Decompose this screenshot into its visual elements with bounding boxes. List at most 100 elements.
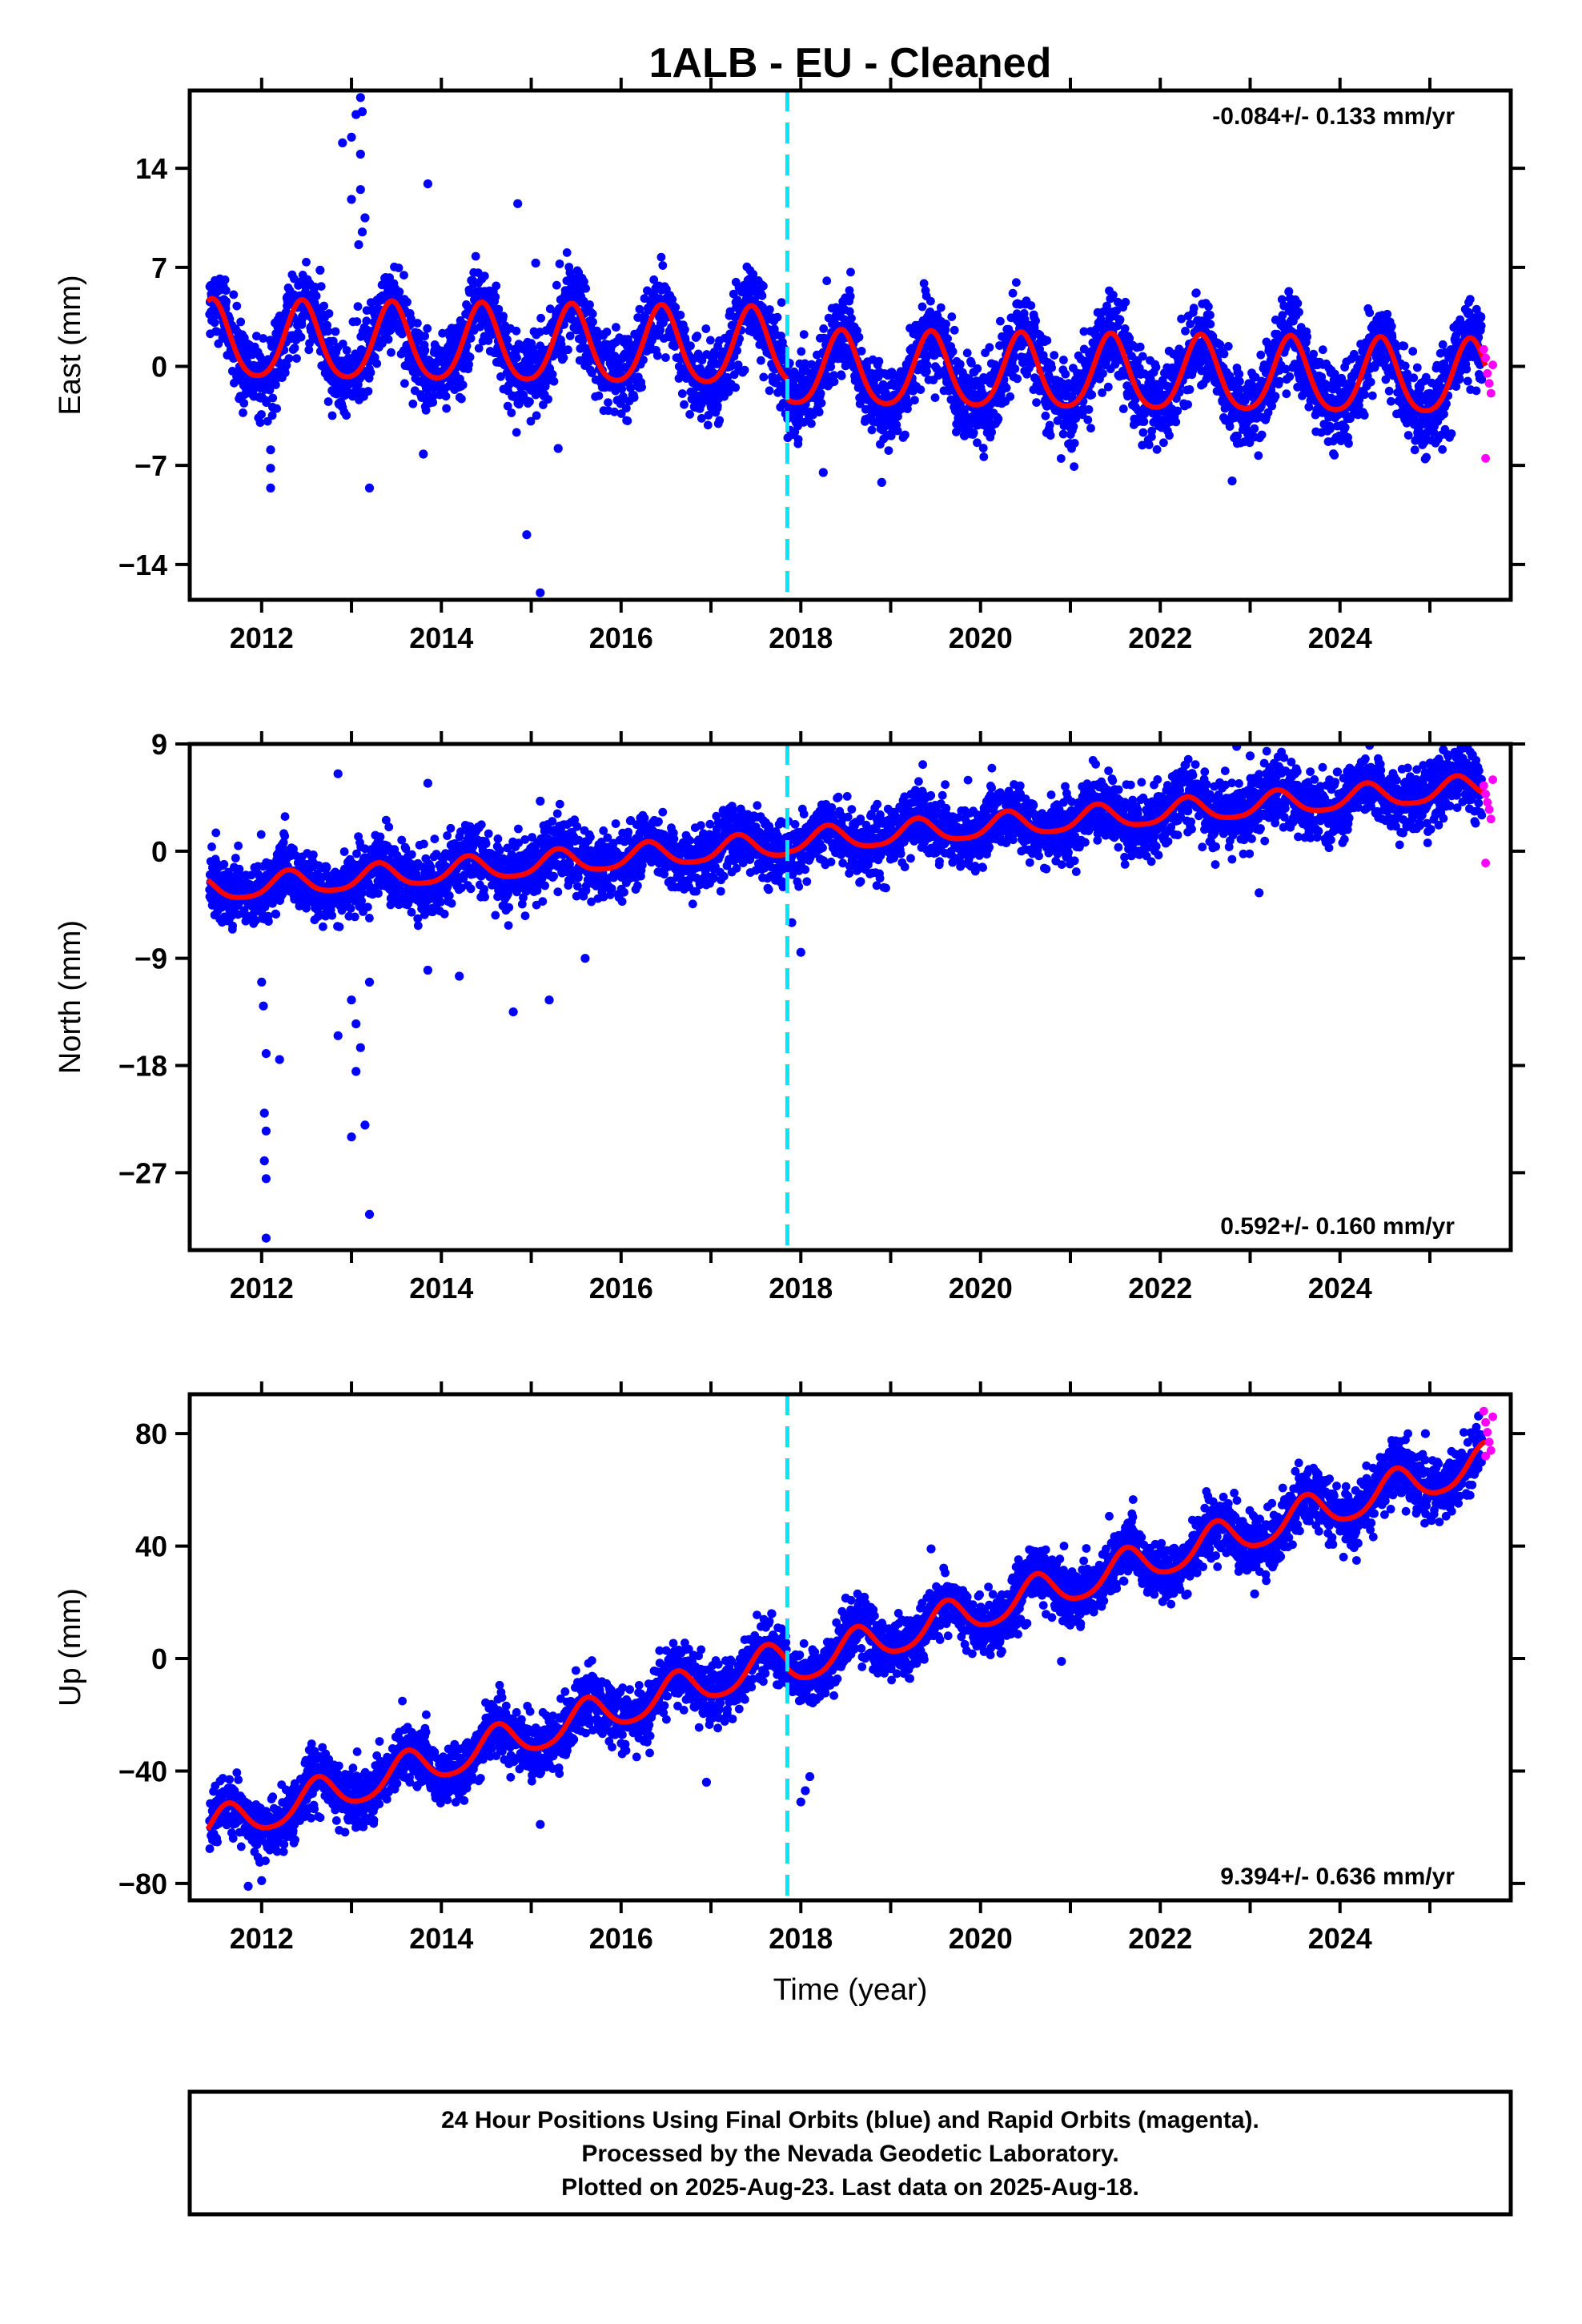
data-point bbox=[919, 279, 929, 288]
data-point bbox=[552, 280, 561, 290]
data-point bbox=[1359, 411, 1369, 420]
data-point bbox=[1045, 420, 1054, 430]
data-point bbox=[210, 318, 219, 328]
outlier-point bbox=[419, 449, 428, 459]
data-point bbox=[1056, 454, 1066, 463]
data-point bbox=[612, 323, 620, 332]
data-point bbox=[847, 314, 856, 323]
data-point bbox=[680, 400, 689, 409]
data-point bbox=[916, 385, 926, 394]
data-point bbox=[749, 270, 758, 279]
data-point bbox=[1002, 384, 1011, 392]
data-point bbox=[338, 340, 347, 348]
east-velocity-label: -0.084+/- 0.133 mm/yr bbox=[1212, 103, 1455, 130]
data-point bbox=[789, 381, 798, 390]
data-point bbox=[676, 311, 685, 320]
data-point bbox=[979, 452, 989, 461]
data-point bbox=[1138, 352, 1147, 361]
data-point bbox=[943, 334, 952, 344]
data-point bbox=[703, 420, 713, 430]
data-point bbox=[1410, 445, 1419, 455]
data-point bbox=[421, 405, 431, 415]
data-point bbox=[701, 324, 711, 333]
data-point bbox=[413, 319, 422, 328]
data-point bbox=[407, 314, 416, 324]
data-point bbox=[759, 372, 769, 382]
data-point bbox=[1069, 422, 1078, 431]
data-point bbox=[565, 332, 575, 340]
data-point bbox=[829, 377, 839, 386]
data-point bbox=[1271, 392, 1280, 401]
data-point bbox=[229, 290, 239, 300]
data-point bbox=[1412, 363, 1422, 372]
data-point bbox=[252, 332, 261, 341]
data-point bbox=[715, 416, 725, 425]
y-tick-label: 0 bbox=[151, 351, 167, 384]
data-point bbox=[740, 365, 749, 375]
data-point bbox=[476, 322, 485, 332]
data-point bbox=[458, 380, 468, 390]
data-point bbox=[685, 410, 694, 419]
data-point bbox=[280, 812, 290, 821]
data-point bbox=[837, 371, 846, 380]
data-point bbox=[466, 334, 476, 343]
data-point bbox=[1109, 291, 1118, 300]
data-point bbox=[867, 425, 877, 435]
data-point bbox=[587, 368, 596, 377]
y-tick-label: −14 bbox=[118, 549, 167, 581]
data-point bbox=[408, 399, 418, 408]
data-point bbox=[219, 859, 229, 869]
data-point bbox=[816, 388, 825, 398]
data-point bbox=[846, 267, 855, 277]
outlier-point bbox=[818, 468, 828, 477]
north-final-orbit-points bbox=[205, 744, 1487, 1243]
data-point bbox=[1171, 417, 1181, 427]
data-point bbox=[733, 346, 741, 356]
rapid-orbit-point bbox=[1481, 453, 1490, 463]
data-point bbox=[639, 356, 648, 364]
data-point bbox=[1165, 431, 1174, 440]
data-point bbox=[284, 354, 294, 363]
data-point bbox=[328, 336, 338, 346]
outlier-point bbox=[355, 149, 365, 159]
data-point bbox=[652, 351, 662, 360]
data-point bbox=[525, 397, 534, 406]
data-point bbox=[1098, 369, 1107, 378]
data-point bbox=[304, 345, 314, 355]
data-point bbox=[1463, 376, 1472, 386]
data-point bbox=[383, 335, 393, 344]
outlier-point bbox=[355, 93, 365, 103]
data-point bbox=[465, 352, 475, 362]
data-point bbox=[348, 392, 357, 401]
data-point bbox=[282, 360, 291, 370]
data-point bbox=[1340, 423, 1350, 432]
data-point bbox=[1006, 392, 1015, 401]
data-point bbox=[1318, 345, 1327, 355]
data-point bbox=[681, 325, 689, 334]
data-point bbox=[1282, 389, 1291, 399]
data-point bbox=[633, 313, 643, 322]
data-point bbox=[499, 312, 508, 321]
outlier-point bbox=[877, 477, 886, 488]
data-point bbox=[473, 268, 483, 277]
data-point bbox=[555, 259, 564, 268]
outlier-point bbox=[347, 195, 356, 204]
data-point bbox=[420, 332, 429, 341]
x-tick-label: 2022 bbox=[1128, 621, 1192, 654]
chart-title: 1ALB - EU - Cleaned bbox=[649, 40, 1052, 86]
data-point bbox=[442, 404, 451, 413]
data-point bbox=[656, 325, 665, 335]
data-point bbox=[1387, 322, 1396, 331]
data-point bbox=[474, 344, 484, 353]
data-point bbox=[342, 346, 351, 355]
data-point bbox=[1293, 299, 1303, 308]
data-point bbox=[649, 275, 659, 284]
data-point bbox=[1059, 356, 1068, 364]
data-point bbox=[331, 327, 340, 336]
data-point bbox=[978, 444, 988, 452]
data-point bbox=[1103, 382, 1113, 392]
data-point bbox=[1047, 363, 1056, 372]
data-point bbox=[819, 324, 829, 333]
data-point bbox=[1042, 336, 1052, 345]
data-point bbox=[1403, 431, 1413, 440]
